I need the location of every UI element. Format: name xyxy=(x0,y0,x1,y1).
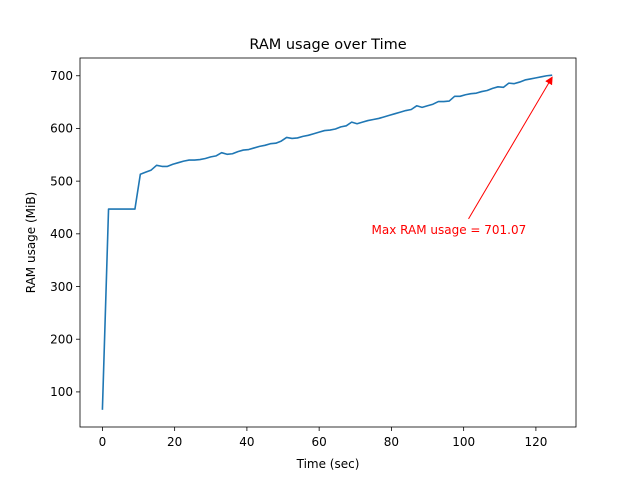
x-tick-label: 0 xyxy=(99,435,107,449)
y-tick-label: 400 xyxy=(50,227,73,241)
ram-usage-series-line xyxy=(101,74,553,410)
y-tick-label: 600 xyxy=(50,122,73,136)
y-tick-label: 700 xyxy=(50,69,73,83)
y-axis-label: RAM usage (MiB) xyxy=(24,192,38,294)
x-tick-label: 60 xyxy=(312,435,327,449)
plot-area xyxy=(80,58,576,427)
annotation-arrow xyxy=(468,76,553,220)
y-tick-label: 100 xyxy=(50,385,73,399)
x-tick-label: 120 xyxy=(524,435,547,449)
x-tick-label: 100 xyxy=(452,435,475,449)
plot-frame xyxy=(79,57,577,428)
y-tick-label: 300 xyxy=(50,280,73,294)
x-tick-label: 80 xyxy=(384,435,399,449)
y-tick-label: 200 xyxy=(50,333,73,347)
annotation-text: Max RAM usage = 701.07 xyxy=(372,223,527,237)
x-tick-label: 20 xyxy=(167,435,182,449)
x-axis-label: Time (sec) xyxy=(296,457,360,471)
chart-title: RAM usage over Time xyxy=(249,37,406,53)
y-tick-label: 500 xyxy=(50,174,73,188)
x-tick-label: 40 xyxy=(239,435,254,449)
